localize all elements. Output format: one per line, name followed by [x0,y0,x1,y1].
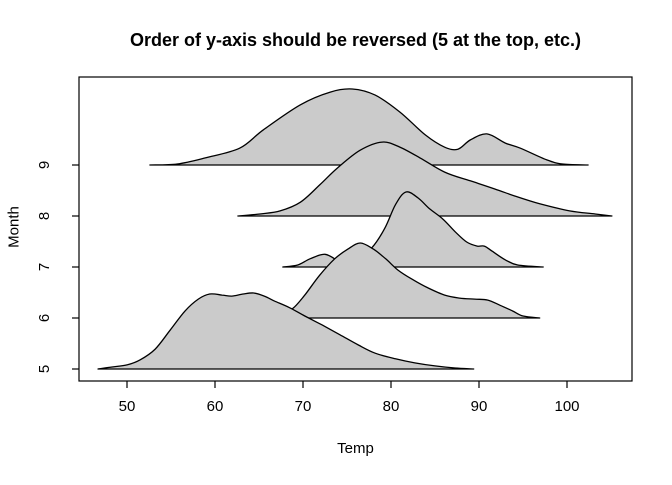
density-curve-month-8 [237,141,613,217]
y-tick-label: 8 [36,212,53,220]
density-curve-month-9 [149,88,589,166]
y-axis-title: Month [5,206,23,248]
density-curve-month-5 [97,292,475,370]
density-curve-month-7 [282,191,544,268]
y-tick-label: 6 [36,314,53,322]
x-tick-label: 50 [119,398,136,415]
x-tick-label: 90 [471,398,488,415]
plot-box [78,76,633,382]
y-tick-label: 7 [36,263,53,271]
chart-title: Order of y-axis should be reversed (5 at… [129,30,582,50]
x-tick-label: 80 [383,398,400,415]
y-tick-label: 9 [36,161,53,169]
x-axis-title: Temp [337,440,374,457]
x-tick-label: 100 [554,398,579,415]
density-curve-month-6 [267,242,541,319]
x-tick-label: 70 [295,398,312,415]
y-axis-title-container: Month [0,0,30,480]
y-tick-label: 5 [36,365,53,373]
x-tick-label: 60 [207,398,224,415]
